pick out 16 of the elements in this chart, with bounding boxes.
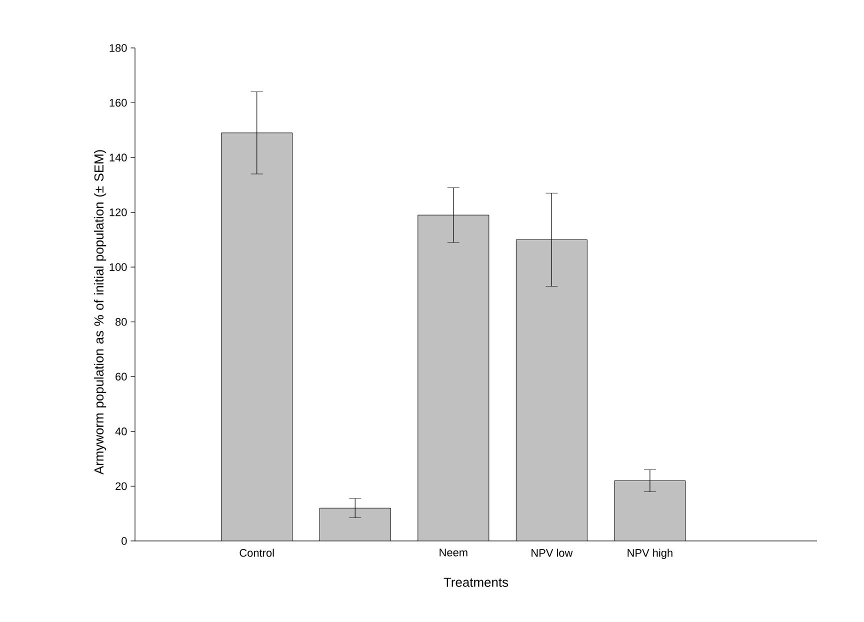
- x-tick-label: Control: [240, 548, 274, 557]
- x-tick-label: NPV low: [532, 548, 573, 557]
- x-tick-label: NPV high: [628, 548, 672, 559]
- y-tick-label: 140: [110, 154, 127, 162]
- y-tick-label: 160: [110, 98, 127, 107]
- y-tick-label: 40: [115, 428, 127, 436]
- y-tick-label: 100: [110, 263, 127, 271]
- y-tick-label: 80: [116, 318, 127, 326]
- y-tick-label: 120: [110, 208, 127, 216]
- x-tick-label: Neem: [440, 548, 468, 556]
- y-tick-label: 0: [122, 537, 127, 545]
- y-axis-title: Armyworm population as % of initial population (± SEM): [94, 150, 106, 474]
- x-axis-title: Treatments: [444, 578, 508, 587]
- y-tick-label: 180: [110, 44, 127, 52]
- y-tick-label: 20: [116, 482, 127, 490]
- y-tick-label: 60: [116, 372, 127, 381]
